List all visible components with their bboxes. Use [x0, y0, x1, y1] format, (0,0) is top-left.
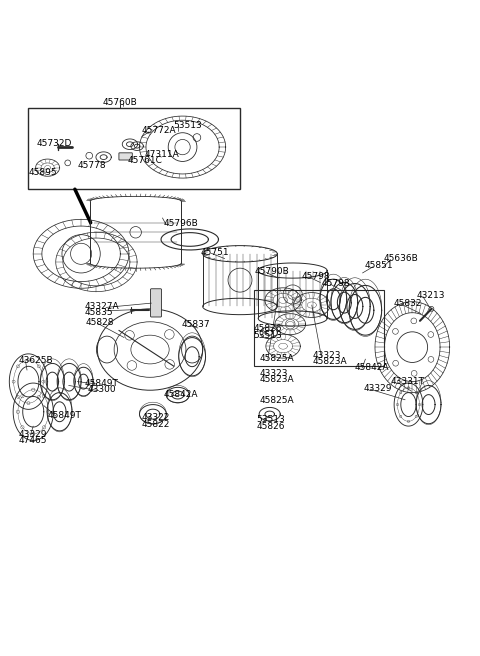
- Text: 45851: 45851: [364, 261, 393, 270]
- Text: 45732D: 45732D: [36, 139, 72, 148]
- Text: 45798: 45798: [322, 279, 350, 287]
- Text: 43323: 43323: [313, 351, 341, 360]
- Text: 45849T: 45849T: [84, 379, 119, 388]
- Text: 43331T: 43331T: [391, 377, 425, 386]
- Text: 43323: 43323: [259, 369, 288, 378]
- Text: 45832: 45832: [393, 298, 421, 308]
- Text: 45825A: 45825A: [259, 396, 294, 405]
- Text: 43300: 43300: [88, 385, 117, 394]
- Text: 53513: 53513: [173, 121, 202, 130]
- Text: 45796B: 45796B: [163, 219, 198, 228]
- Text: 45842A: 45842A: [163, 390, 198, 399]
- Text: 45823A: 45823A: [313, 358, 348, 367]
- Text: 43322: 43322: [142, 413, 170, 422]
- Text: 45822: 45822: [142, 420, 170, 429]
- Text: 45895: 45895: [28, 168, 57, 177]
- Text: 45798: 45798: [301, 272, 330, 281]
- Text: 45761C: 45761C: [128, 156, 162, 165]
- Text: 47465: 47465: [19, 436, 48, 445]
- Text: 47311A: 47311A: [144, 150, 179, 159]
- Text: 53513: 53513: [257, 415, 286, 424]
- Text: 45826: 45826: [257, 422, 285, 431]
- Bar: [28, 108, 240, 189]
- Text: 45835: 45835: [84, 308, 113, 318]
- Text: 45837: 45837: [181, 320, 210, 329]
- Text: 43329: 43329: [363, 384, 392, 393]
- Text: 45778: 45778: [77, 161, 106, 170]
- Text: 45842A: 45842A: [355, 363, 389, 372]
- Bar: [254, 290, 384, 366]
- Text: 45828: 45828: [86, 318, 114, 327]
- Text: 43327A: 43327A: [84, 302, 119, 311]
- Text: 45772A: 45772A: [142, 127, 177, 135]
- FancyBboxPatch shape: [119, 153, 132, 160]
- Text: 45823A: 45823A: [259, 375, 294, 384]
- Text: 43625B: 43625B: [19, 356, 53, 365]
- Text: 45825A: 45825A: [259, 354, 294, 363]
- Text: 53513: 53513: [253, 331, 282, 340]
- Text: 45826: 45826: [253, 325, 282, 333]
- Text: 45751: 45751: [201, 248, 229, 257]
- Text: 43329: 43329: [19, 430, 48, 439]
- Text: 43213: 43213: [416, 291, 444, 300]
- FancyBboxPatch shape: [151, 289, 161, 317]
- Text: 45790B: 45790B: [254, 267, 289, 276]
- Text: 45849T: 45849T: [48, 411, 82, 420]
- Text: 45636B: 45636B: [384, 254, 419, 263]
- Text: 45760B: 45760B: [103, 98, 138, 106]
